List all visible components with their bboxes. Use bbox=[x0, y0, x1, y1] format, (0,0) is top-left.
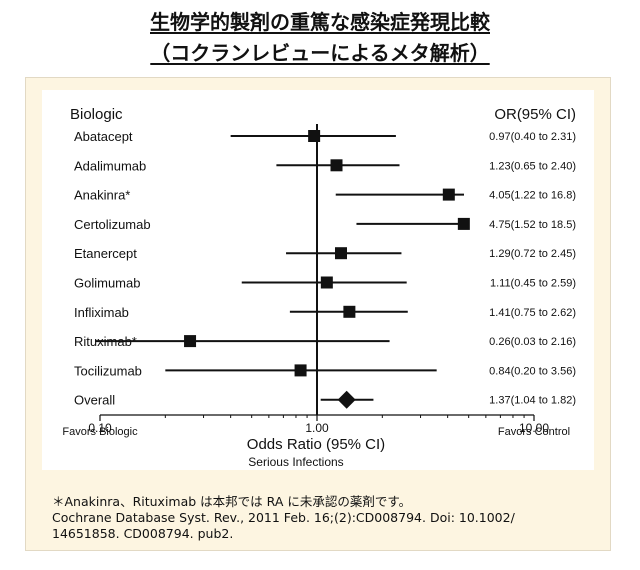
point-estimate bbox=[457, 217, 470, 230]
point-estimate bbox=[320, 276, 333, 289]
row-label: Adalimumab bbox=[74, 158, 146, 173]
footnote-line-2: Cochrane Database Syst. Rev., 2011 Feb. … bbox=[52, 510, 515, 525]
point-estimate bbox=[330, 159, 343, 172]
footnote: ＊Anakinra、Rituximab は本邦では RA に未承認の薬剤です。 … bbox=[52, 494, 592, 542]
overall-label: Overall bbox=[74, 393, 115, 408]
row-label: Certolizumab bbox=[74, 217, 151, 232]
x-tick-label: 1.00 bbox=[305, 421, 329, 435]
row-label: Tocilizumab bbox=[74, 363, 142, 378]
x-tick-label: 0.10 bbox=[88, 421, 112, 435]
overall-diamond bbox=[337, 390, 356, 409]
overall-or-value: 1.37(1.04 to 1.82) bbox=[489, 395, 576, 407]
or-value: 4.05(1.22 to 16.8) bbox=[489, 190, 576, 202]
or-value: 4.75(1.52 to 18.5) bbox=[489, 219, 576, 231]
or-value: 1.29(0.72 to 2.45) bbox=[489, 248, 576, 260]
or-value: 1.23(0.65 to 2.40) bbox=[489, 160, 576, 172]
point-estimate bbox=[294, 364, 307, 377]
forest-plot: Biologic OR(95% CI) Abatacept 0.97(0.40 t… bbox=[62, 106, 576, 469]
plot-area: Biologic OR(95% CI) Abatacept 0.97(0.40 t… bbox=[42, 90, 594, 470]
favors-control-label: Favors Control bbox=[498, 426, 570, 438]
or-value: 0.26(0.03 to 2.16) bbox=[489, 336, 576, 348]
column-header-or: OR(95% CI) bbox=[494, 106, 576, 123]
chart-title: 生物学的製剤の重篤な感染症発現比較 bbox=[150, 10, 490, 34]
chart-subtitle: （コクランレビューによるメタ解析） bbox=[150, 41, 490, 65]
x-axis-title: Odds Ratio (95% CI) bbox=[247, 436, 385, 453]
point-estimate bbox=[334, 247, 347, 260]
x-axis-subtitle: Serious Infections bbox=[248, 455, 343, 469]
point-estimate bbox=[308, 130, 321, 142]
or-value: 1.41(0.75 to 2.62) bbox=[489, 307, 576, 319]
or-value: 0.97(0.40 to 2.31) bbox=[489, 131, 576, 143]
row-label: Golimumab bbox=[74, 276, 140, 291]
or-value: 1.11(0.45 to 2.59) bbox=[490, 278, 576, 290]
row-label: Abatacept bbox=[74, 129, 133, 144]
figure-panel: Biologic OR(95% CI) Abatacept 0.97(0.40 t… bbox=[26, 78, 610, 550]
x-tick-label: 10.00 bbox=[519, 421, 549, 435]
row-label: Anakinra* bbox=[74, 188, 130, 203]
footnote-line-1: ＊Anakinra、Rituximab は本邦では RA に未承認の薬剤です。 bbox=[52, 494, 412, 509]
point-estimate bbox=[442, 188, 455, 201]
row-label: Infliximab bbox=[74, 305, 129, 320]
or-value: 0.84(0.20 to 3.56) bbox=[489, 365, 576, 377]
point-estimate bbox=[343, 305, 356, 318]
favors-biologic-label: Favors Biologic bbox=[62, 426, 138, 438]
row-label: Etanercept bbox=[74, 246, 137, 261]
column-header-biologic: Biologic bbox=[70, 106, 123, 123]
footnote-line-3: 14651858. CD008794. pub2. bbox=[52, 526, 234, 541]
point-estimate bbox=[184, 335, 197, 348]
